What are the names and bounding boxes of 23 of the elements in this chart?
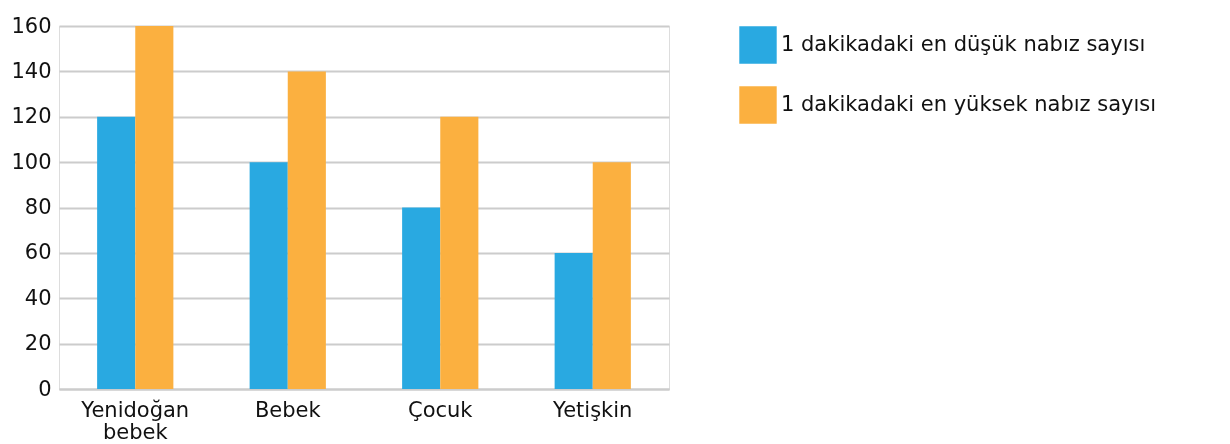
bar: [287, 71, 326, 389]
legend-label: 1 dakikadaki en yüksek nabız sayısı: [781, 92, 1157, 116]
bar: [592, 162, 631, 389]
bar: [249, 162, 288, 389]
y-tick-label: 80: [24, 195, 52, 219]
x-tick-label: Çocuk: [407, 397, 474, 422]
bar: [402, 207, 441, 389]
y-tick-label: 20: [24, 331, 52, 356]
bar: [97, 116, 136, 389]
y-tick-label: 60: [24, 240, 52, 265]
y-tick-label: 160: [11, 13, 52, 38]
x-tick-label: Yenidoğan bebek: [80, 397, 190, 444]
y-tick-label: 140: [11, 58, 52, 83]
legend-label: 1 dakikadaki en düşük nabız sayısı: [781, 32, 1146, 56]
bar: [440, 116, 479, 389]
y-tick-label: 120: [11, 104, 52, 129]
y-tick-label: 0: [38, 376, 52, 401]
x-tick-label: Yetişkin: [552, 397, 633, 422]
bar: [135, 26, 174, 389]
y-tick-label: 100: [11, 149, 52, 174]
bar: [554, 252, 593, 389]
y-tick-label: 40: [24, 285, 52, 310]
x-tick-label: Bebek: [254, 397, 322, 422]
